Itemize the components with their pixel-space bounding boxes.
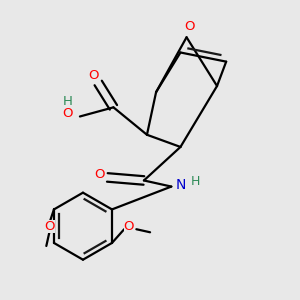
Text: O: O	[184, 20, 195, 33]
Text: H: H	[62, 95, 72, 108]
Text: O: O	[88, 69, 99, 82]
Text: N: N	[176, 178, 186, 192]
Text: H: H	[191, 176, 200, 188]
Text: O: O	[44, 220, 55, 233]
Text: O: O	[94, 168, 105, 181]
Text: O: O	[124, 220, 134, 233]
Text: O: O	[62, 107, 72, 120]
